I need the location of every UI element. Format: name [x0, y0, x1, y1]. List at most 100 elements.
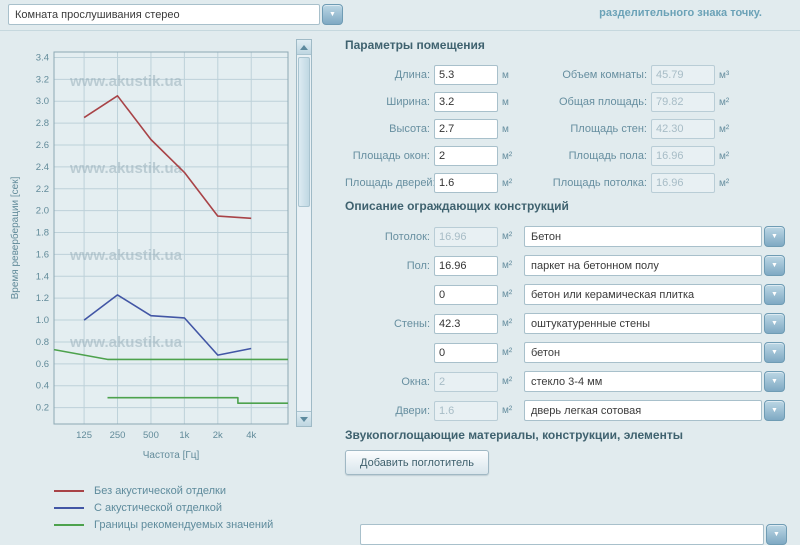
- computed-value-field: [434, 371, 498, 392]
- add-absorber-button[interactable]: Добавить поглотитель: [345, 450, 489, 475]
- value-input[interactable]: [434, 65, 498, 85]
- computed-value-field: [651, 65, 715, 85]
- field-label: Площадь стен:: [570, 123, 647, 135]
- field-label: Ширина:: [386, 96, 430, 108]
- material-select-value[interactable]: дверь легкая сотовая: [524, 400, 762, 421]
- chevron-down-icon: ▼: [771, 349, 778, 356]
- value-input[interactable]: [434, 313, 498, 334]
- legend-color-line: [54, 506, 84, 509]
- material-select-value[interactable]: оштукатуренные стены: [524, 313, 762, 334]
- computed-value-field: [651, 119, 715, 139]
- material-select[interactable]: бетон ▼: [524, 342, 785, 363]
- material-select[interactable]: паркет на бетонном полу ▼: [524, 255, 785, 276]
- unit-label: м²: [502, 177, 513, 189]
- room-preset-select[interactable]: Комната прослушивания стерео ▼: [8, 4, 343, 25]
- svg-text:0.2: 0.2: [36, 403, 49, 414]
- triangle-down-icon: [300, 416, 308, 422]
- material-select-value[interactable]: стекло 3-4 мм: [524, 371, 762, 392]
- value-input[interactable]: [434, 146, 498, 166]
- value-input[interactable]: [434, 342, 498, 363]
- form-row: Площадь окон: м²: [345, 145, 522, 167]
- material-dropdown-button[interactable]: ▼: [764, 284, 785, 305]
- svg-text:1.0: 1.0: [36, 315, 49, 326]
- material-dropdown-button[interactable]: ▼: [764, 342, 785, 363]
- svg-text:2.0: 2.0: [36, 206, 49, 217]
- svg-text:3.4: 3.4: [36, 52, 49, 63]
- material-dropdown-button[interactable]: ▼: [764, 313, 785, 334]
- material-select[interactable]: бетон или керамическая плитка ▼: [524, 284, 785, 305]
- chevron-down-icon: ▼: [771, 378, 778, 385]
- material-select-value[interactable]: бетон или керамическая плитка: [524, 284, 762, 305]
- unit-label: м²: [502, 318, 513, 329]
- material-select[interactable]: дверь легкая сотовая ▼: [524, 400, 785, 421]
- field-label: Площадь дверей:: [345, 177, 436, 189]
- form-row: Пол: м² паркет на бетонном полу ▼: [345, 254, 797, 277]
- legend-label: С акустической отделкой: [94, 501, 223, 514]
- constructions-rows: Потолок: м² Бетон ▼ Пол: м² паркет на бетонном…: [345, 225, 797, 422]
- form-row: Общая площадь: м²: [522, 91, 739, 113]
- value-input[interactable]: [434, 92, 498, 112]
- chevron-down-icon: ▼: [771, 262, 778, 269]
- form-row: м² бетон или керамическая плитка ▼: [345, 283, 797, 306]
- svg-text:4k: 4k: [246, 430, 256, 441]
- chevron-down-icon: ▼: [771, 320, 778, 327]
- svg-text:Время реверберации [сек]: Время реверберации [сек]: [9, 176, 21, 299]
- absorber-select-partial[interactable]: ▼: [360, 524, 787, 545]
- form-row: Площадь дверей: м²: [345, 172, 522, 194]
- material-select[interactable]: оштукатуренные стены ▼: [524, 313, 785, 334]
- svg-text:1k: 1k: [179, 430, 189, 441]
- material-select[interactable]: стекло 3-4 мм ▼: [524, 371, 785, 392]
- material-dropdown-button[interactable]: ▼: [764, 255, 785, 276]
- form-row: Длина: м: [345, 64, 522, 86]
- svg-text:3.0: 3.0: [36, 96, 49, 107]
- material-select-value[interactable]: Бетон: [524, 226, 762, 247]
- absorber-select-value[interactable]: [360, 524, 764, 545]
- unit-label: м²: [719, 177, 730, 189]
- field-label: Объем комнаты:: [562, 69, 647, 81]
- svg-text:www.akustik.ua: www.akustik.ua: [69, 160, 183, 177]
- absorber-dropdown-button[interactable]: ▼: [766, 524, 787, 545]
- chevron-down-icon: ▼: [771, 407, 778, 414]
- value-input[interactable]: [434, 119, 498, 139]
- chevron-down-icon: ▼: [771, 291, 778, 298]
- svg-text:250: 250: [110, 430, 126, 441]
- scrollbar-thumb[interactable]: [298, 57, 310, 207]
- value-input[interactable]: [434, 255, 498, 276]
- value-input[interactable]: [434, 284, 498, 305]
- svg-text:2.8: 2.8: [36, 118, 49, 129]
- unit-label: м²: [502, 405, 513, 416]
- scrollbar-up-button[interactable]: [297, 40, 311, 55]
- field-label: Площадь пола:: [568, 150, 647, 162]
- computed-value-field: [651, 92, 715, 112]
- svg-text:2k: 2k: [213, 430, 223, 441]
- field-label: Пол:: [406, 259, 430, 272]
- material-dropdown-button[interactable]: ▼: [764, 371, 785, 392]
- field-label: Стены:: [393, 317, 430, 330]
- field-label: Площадь окон:: [352, 150, 430, 162]
- material-select[interactable]: Бетон ▼: [524, 226, 785, 247]
- chart-scrollbar[interactable]: [296, 39, 312, 427]
- svg-text:1.6: 1.6: [36, 249, 49, 260]
- unit-label: м²: [719, 123, 730, 135]
- computed-value-field: [651, 173, 715, 193]
- material-dropdown-button[interactable]: ▼: [764, 400, 785, 421]
- room-preset-value[interactable]: Комната прослушивания стерео: [8, 4, 320, 25]
- material-dropdown-button[interactable]: ▼: [764, 226, 785, 247]
- legend-label: Без акустической отделки: [94, 484, 227, 497]
- svg-text:1.4: 1.4: [36, 271, 49, 282]
- form-row: Ширина: м: [345, 91, 522, 113]
- unit-label: м²: [502, 231, 513, 242]
- scrollbar-track[interactable]: [297, 55, 311, 411]
- reverb-chart: 0.2 0.4 0.6 0.8 1.0 1.2 1.4 1.6 1.8 2.0 2.2 2.4 2.6 2…: [9, 51, 289, 461]
- form-row: м² бетон ▼: [345, 341, 797, 364]
- svg-text:2.6: 2.6: [36, 140, 49, 151]
- room-preset-dropdown-button[interactable]: ▼: [322, 4, 343, 25]
- unit-label: м: [502, 123, 509, 135]
- material-select-value[interactable]: бетон: [524, 342, 762, 363]
- acoustic-calculator-page: Комната прослушивания стерео ▼ разделите…: [0, 4, 800, 545]
- value-input[interactable]: [434, 173, 498, 193]
- scrollbar-down-button[interactable]: [297, 411, 311, 426]
- chart-panel: 0.2 0.4 0.6 0.8 1.0 1.2 1.4 1.6 1.8 2.0 2.2 2.4 2.6 2…: [8, 36, 320, 533]
- material-select-value[interactable]: паркет на бетонном полу: [524, 255, 762, 276]
